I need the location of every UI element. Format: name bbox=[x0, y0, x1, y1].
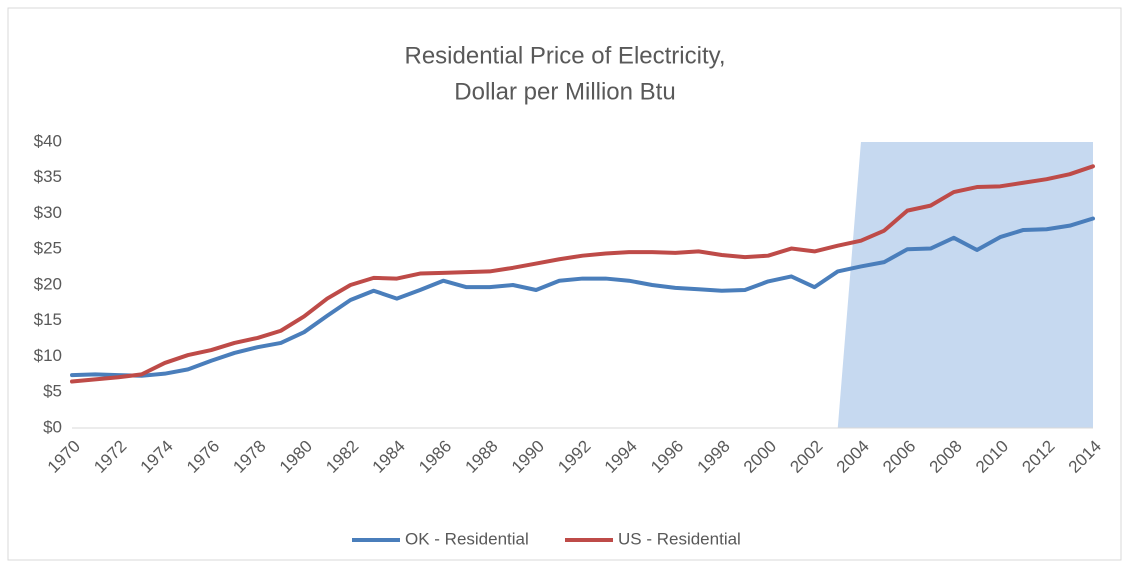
chart-title: Dollar per Million Btu bbox=[454, 78, 675, 105]
y-tick-label: $25 bbox=[34, 239, 62, 258]
y-tick-label: $15 bbox=[34, 310, 62, 329]
y-tick-label: $0 bbox=[43, 417, 62, 436]
y-tick-label: $35 bbox=[34, 167, 62, 186]
y-tick-label: $20 bbox=[34, 274, 62, 293]
y-tick-label: $40 bbox=[34, 131, 62, 150]
shaded-area bbox=[837, 142, 1093, 428]
legend-label: OK - Residential bbox=[405, 529, 529, 548]
y-tick-label: $5 bbox=[43, 382, 62, 401]
y-tick-label: $30 bbox=[34, 203, 62, 222]
legend-label: US - Residential bbox=[618, 529, 741, 548]
data-line bbox=[70, 216, 1095, 378]
chart-title: Residential Price of Electricity, bbox=[405, 42, 726, 69]
y-tick-label: $10 bbox=[34, 346, 62, 365]
data-line bbox=[70, 164, 1095, 384]
